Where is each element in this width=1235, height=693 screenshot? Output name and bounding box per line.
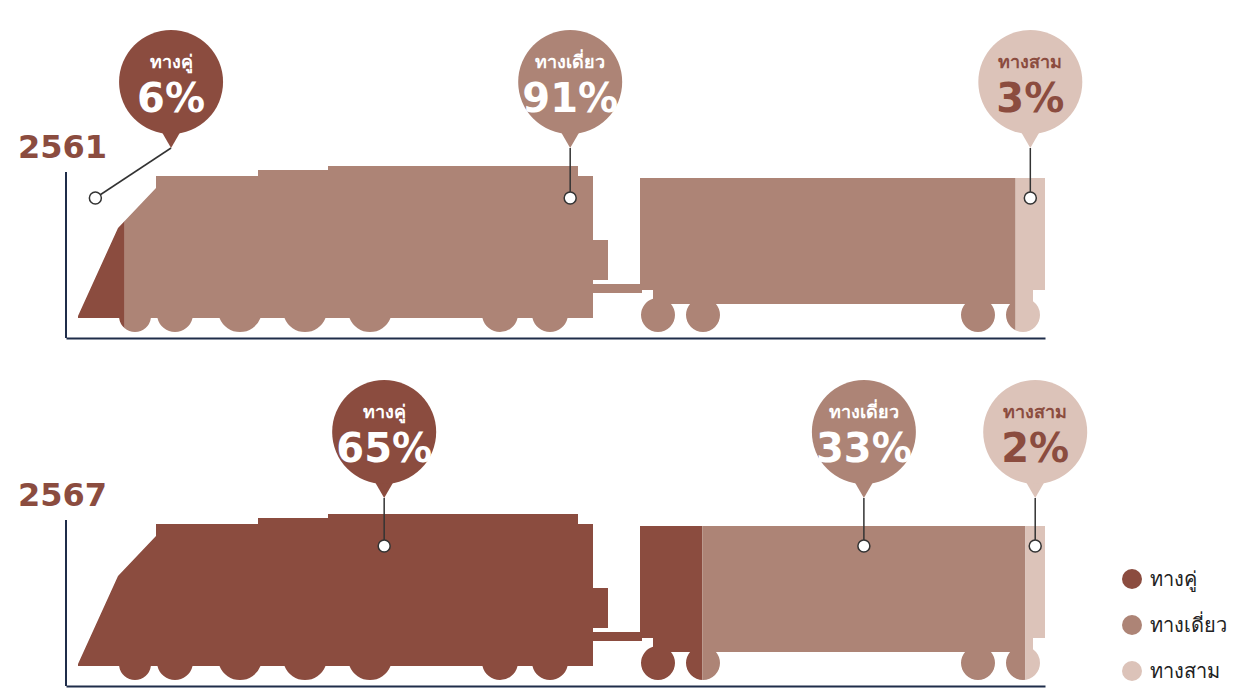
bar-segment — [1016, 148, 1045, 338]
x-axis-line — [67, 338, 1046, 340]
chart-svg: 2561ทางคู่6%ทางเดี่ยว91%ทางสาม3%2567ทางค… — [0, 0, 1235, 693]
bar-segment — [66, 148, 125, 338]
data-label: ทางสาม 3% — [978, 30, 1082, 204]
legend-label: ทางคู่ — [1150, 567, 1197, 592]
bubble-name: ทางเดี่ยว — [829, 399, 899, 422]
bubble-value: 6% — [137, 75, 205, 121]
plot-area — [66, 148, 1045, 338]
bar-segment — [66, 496, 702, 686]
legend-label: ทางเดี่ยว — [1150, 611, 1227, 637]
data-label: ทางคู่6% — [89, 30, 223, 204]
leader-dot — [858, 540, 870, 552]
bar-segment — [125, 148, 1016, 338]
bubble — [518, 30, 622, 134]
bubble-name: ทางสาม — [998, 51, 1062, 72]
leader-dot — [1024, 192, 1036, 204]
legend-label: ทางสาม — [1150, 659, 1220, 683]
legend-item: ทางสาม — [1122, 659, 1220, 683]
bubble-value: 65% — [336, 425, 432, 471]
legend-swatch — [1122, 661, 1142, 681]
legend: ทางคู่ทางเดี่ยวทางสาม — [1122, 567, 1227, 683]
data-label: ทางสาม 2% — [983, 380, 1087, 552]
legend-item: ทางคู่ — [1122, 567, 1197, 592]
bar-segment — [1025, 496, 1045, 686]
train-bars — [66, 148, 1045, 338]
leader-dot — [564, 192, 576, 204]
leader-line — [569, 148, 571, 198]
category-label: 2561 — [18, 128, 107, 166]
leader-line — [383, 498, 385, 546]
leader-dot — [378, 540, 390, 552]
leader-dot — [89, 192, 101, 204]
plot-area — [66, 496, 1045, 686]
bubble-name: ทางคู่ — [150, 51, 193, 74]
bubble-value: 91% — [522, 75, 618, 121]
leader-line — [1034, 498, 1036, 546]
x-axis — [67, 686, 1046, 687]
bubble — [119, 30, 223, 134]
bubble-name: ทางสาม — [1003, 401, 1067, 422]
bubble-name: ทางเดี่ยว — [535, 49, 605, 72]
bubble-name: ทางคู่ — [363, 401, 406, 424]
x-axis — [67, 338, 1046, 339]
leader-line — [1030, 148, 1032, 198]
bubble — [812, 380, 916, 484]
legend-swatch — [1122, 615, 1142, 635]
leader-line — [95, 148, 171, 198]
bar-segment — [702, 496, 1025, 686]
leader-dot — [1029, 540, 1041, 552]
legend-item: ทางเดี่ยว — [1122, 611, 1227, 637]
data-label: ทางเดี่ยว 91% — [518, 30, 622, 204]
frame-line — [65, 520, 67, 686]
frame-line — [65, 172, 67, 338]
category-label: 2567 — [18, 476, 107, 514]
train-bars — [66, 496, 1045, 686]
data-label: ทางคู่65% — [332, 380, 436, 552]
bubble-value: 2% — [1001, 425, 1069, 471]
leader-line — [863, 498, 865, 546]
bubble-value: 33% — [816, 425, 912, 471]
legend-swatch — [1122, 569, 1142, 589]
bubble — [332, 380, 436, 484]
chart-container: 2561ทางคู่6%ทางเดี่ยว91%ทางสาม3%2567ทางค… — [0, 0, 1235, 693]
data-label: ทางเดี่ยว 33% — [812, 380, 916, 552]
bubble — [978, 30, 1082, 134]
x-axis-line — [67, 686, 1046, 688]
bubble — [983, 380, 1087, 484]
bubble-value: 3% — [996, 75, 1064, 121]
